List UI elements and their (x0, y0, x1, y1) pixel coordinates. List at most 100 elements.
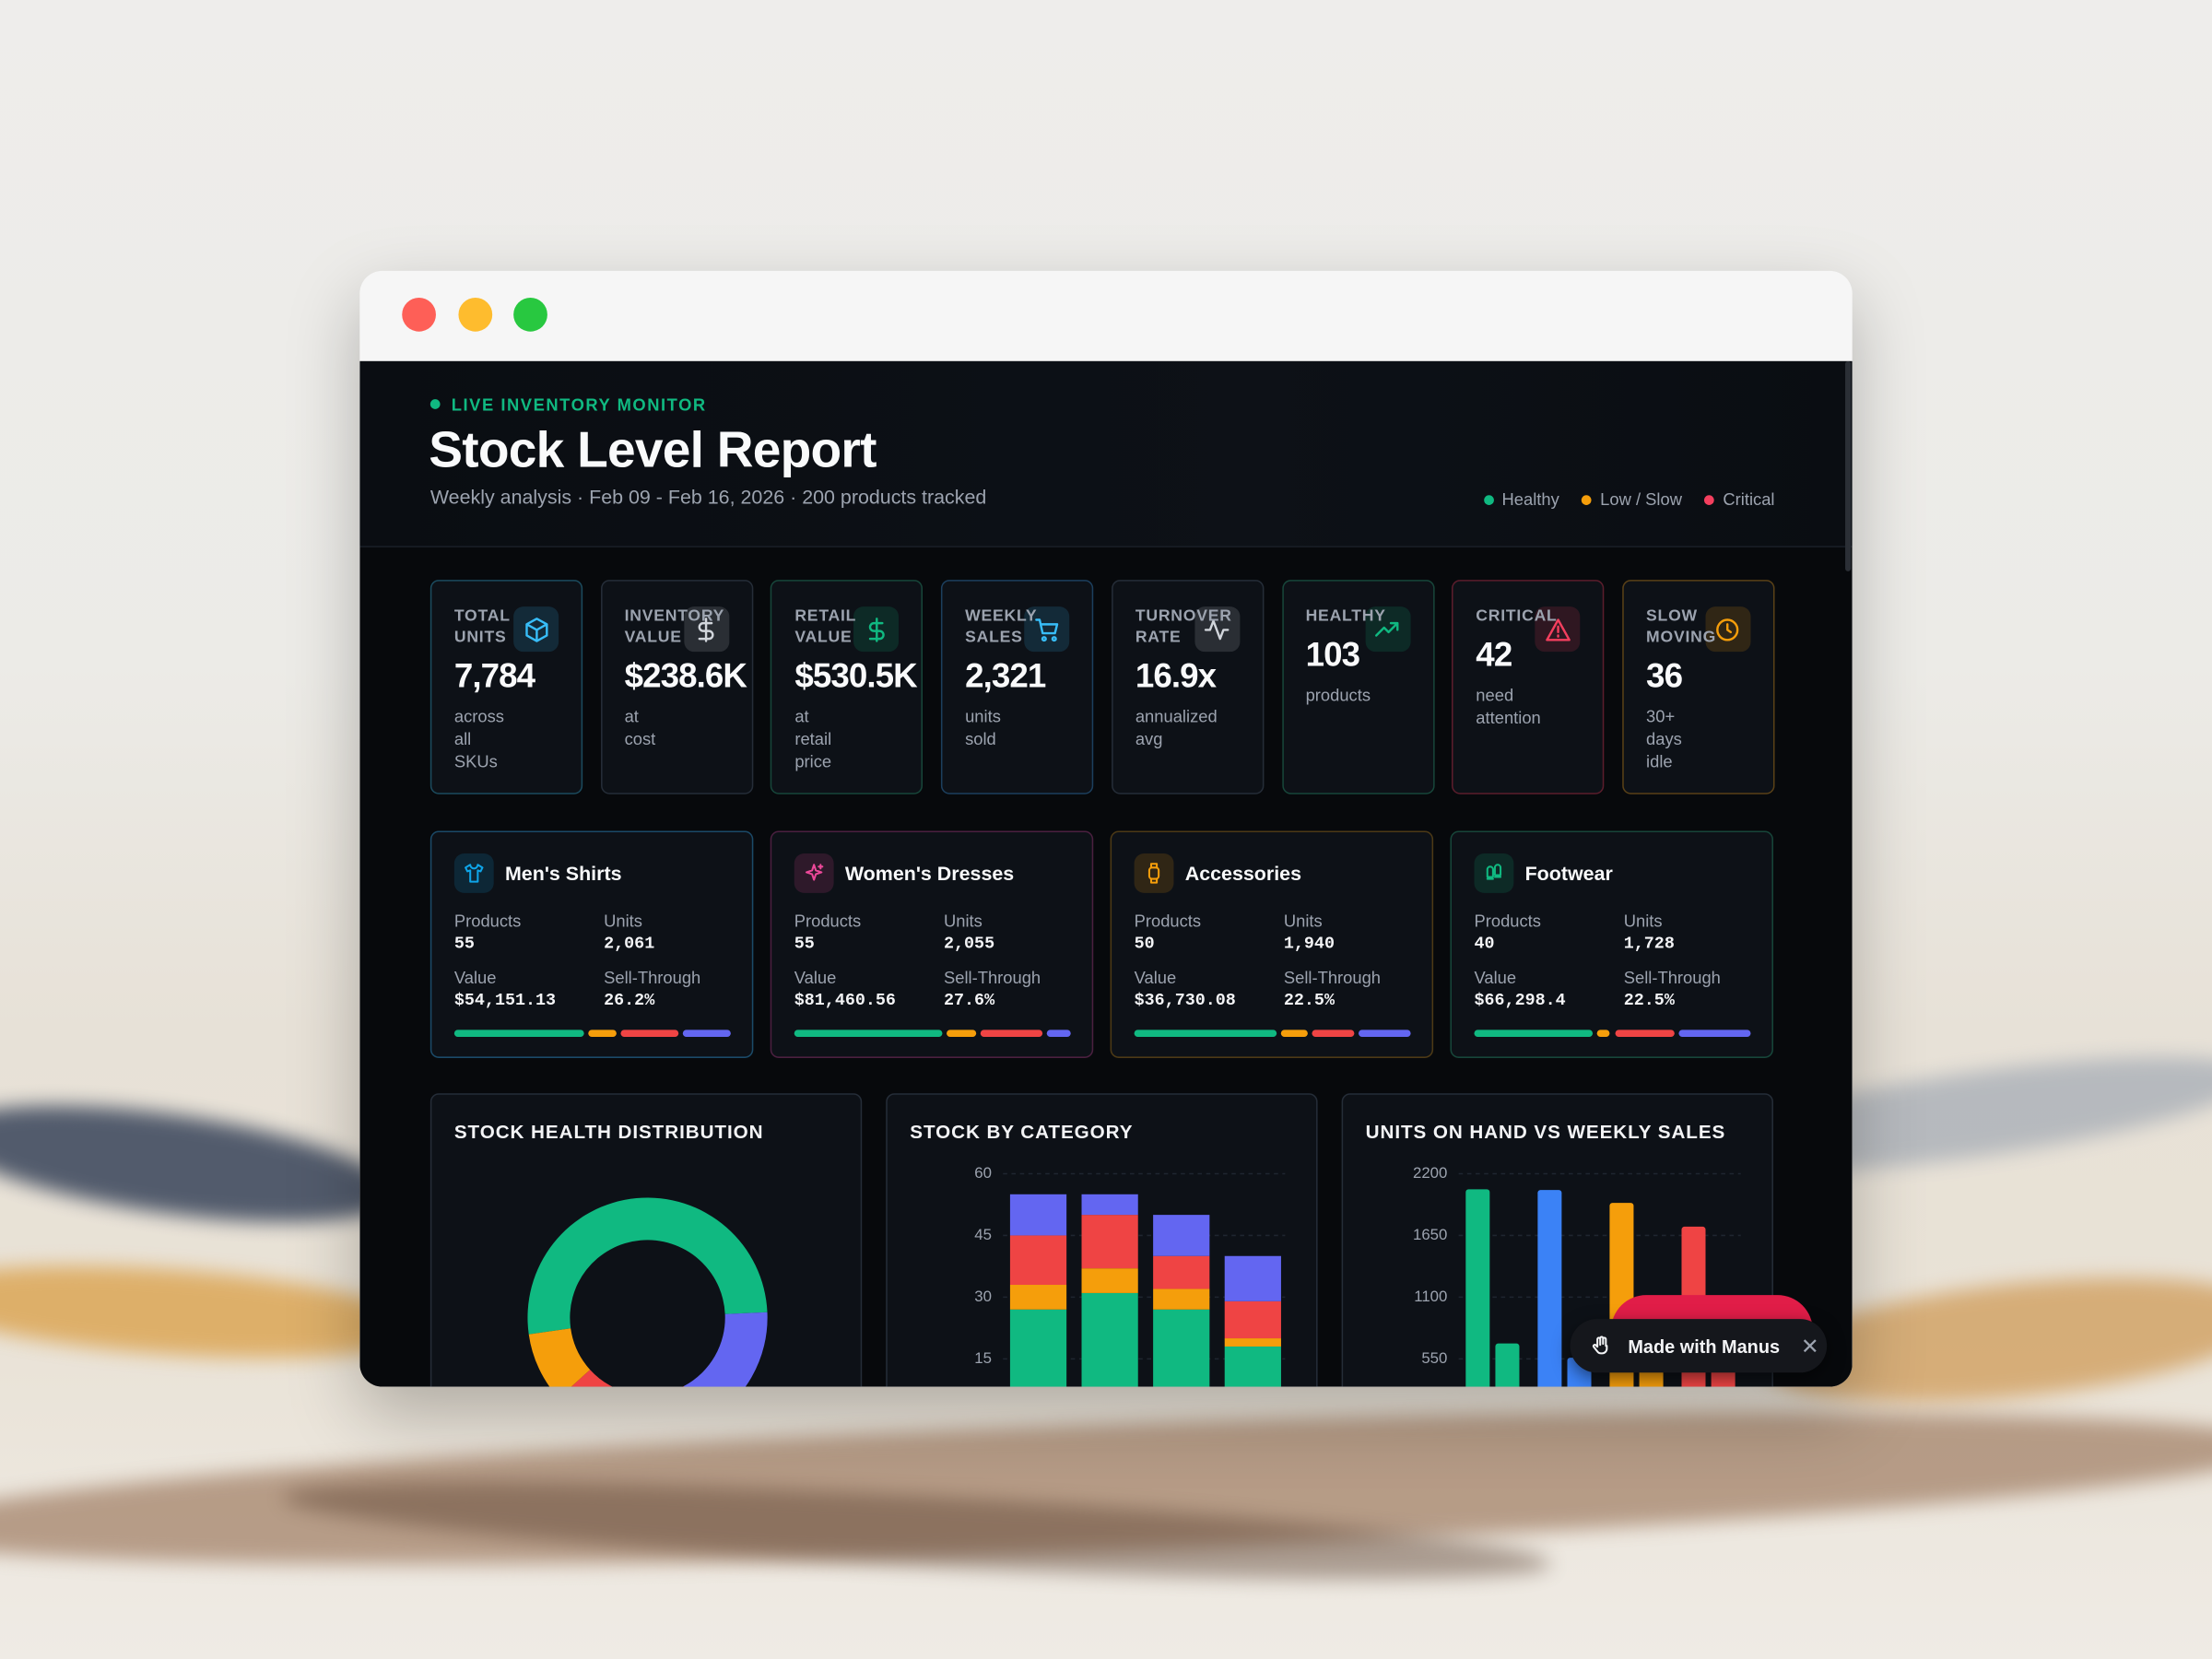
stat-value: 2,055 (943, 934, 995, 954)
stat-label: Value (1134, 967, 1177, 988)
bar-segment (1224, 1255, 1281, 1301)
stat-value: 22.5% (1623, 990, 1675, 1010)
kpi-card: TOTAL UNITS 7,784 across all SKUs (429, 580, 583, 794)
bar (1465, 1189, 1490, 1387)
stat-value: 22.5% (1283, 990, 1335, 1010)
paint-streak (0, 1083, 400, 1244)
stat-label: Products (1134, 911, 1202, 932)
icon (1205, 618, 1230, 640)
stat-value: 55 (794, 934, 815, 954)
icon-box (1134, 853, 1174, 893)
health-bar-segment (587, 1030, 618, 1037)
donut-segment (527, 1197, 768, 1335)
icon-shape (1205, 618, 1230, 640)
kpi-label: TOTAL UNITS (453, 607, 511, 647)
live-dot (429, 399, 441, 409)
badge-text: Made with Manus (1628, 1335, 1781, 1357)
minimize-button[interactable] (458, 297, 493, 332)
icon-shape (1051, 635, 1057, 641)
health-bar-segment (1474, 1030, 1594, 1037)
bar-segment (1081, 1194, 1138, 1216)
kpi-note: annualized avg (1135, 706, 1218, 749)
icon-shape (1375, 621, 1399, 636)
health-bar-segment (947, 1030, 976, 1037)
icon (698, 617, 714, 641)
stat-label: Sell-Through (1623, 967, 1721, 988)
y-tick-label: 15 (974, 1349, 992, 1367)
kpi-value: 2,321 (965, 657, 1046, 696)
bar (1537, 1190, 1562, 1387)
bar-segment (1153, 1309, 1210, 1387)
icon-box (853, 606, 900, 653)
legend-label: Critical (1723, 489, 1775, 510)
icon-shape (1147, 866, 1160, 880)
stat-value: 1,728 (1623, 934, 1675, 954)
maximize-button[interactable] (513, 297, 547, 332)
category-card: Footwear Products 40 Units 1,728 Value $66,298… (1450, 830, 1773, 1058)
icon-shape (1592, 1335, 1608, 1355)
icon-box (683, 606, 729, 653)
kpi-value: $238.6K (624, 657, 747, 696)
kpi-label: INVENTORY VALUE (624, 607, 724, 647)
kpi-card: RETAIL VALUE $530.5K at retail price (771, 580, 924, 794)
kpi-card: SLOW MOVING 36 30+ days idle (1622, 580, 1775, 794)
chart-title: STOCK BY CATEGORY (910, 1121, 1134, 1143)
made-with-badge[interactable]: Made with Manus (1570, 1319, 1828, 1373)
category-name: Men's Shirts (504, 862, 622, 885)
icon-box (453, 853, 494, 893)
health-bar-segment (1311, 1030, 1354, 1037)
bar-segment (1153, 1288, 1210, 1310)
icon-box (1024, 606, 1070, 653)
bar-segment (1081, 1215, 1138, 1269)
kpi-card: HEALTHY 103 products (1281, 580, 1434, 794)
donut-segment (571, 1370, 685, 1387)
icon-shape (1041, 635, 1047, 641)
icon-box (1535, 606, 1581, 653)
stat-value: $36,730.08 (1134, 990, 1236, 1010)
category-card: Women's Dresses Products 55 Units 2,055 Value… (770, 830, 1094, 1058)
badge-close[interactable] (1803, 1339, 1817, 1353)
chart (527, 1197, 768, 1387)
y-tick-label: 1100 (1414, 1288, 1447, 1305)
stat-label: Units (943, 911, 982, 932)
y-tick-label: 60 (974, 1164, 992, 1182)
kpi-value: 103 (1305, 636, 1360, 675)
legend-label: Low / Slow (1600, 489, 1682, 510)
kpi-card: WEEKLY SALES 2,321 units sold (941, 580, 1094, 794)
kpi-label: SLOW MOVING (1646, 607, 1717, 647)
stat-value: 26.2% (604, 990, 655, 1010)
close-button[interactable] (402, 297, 436, 332)
bar-segment (1224, 1300, 1281, 1339)
stat-label: Units (1623, 911, 1663, 932)
icon (805, 864, 824, 881)
icon-box (1474, 853, 1514, 893)
y-tick-label: 45 (974, 1226, 992, 1243)
kpi-label: HEALTHY (1305, 607, 1386, 626)
legend-item: Critical (1704, 489, 1775, 510)
icon-shape (805, 864, 824, 881)
kpi-card: CRITICAL 42 need attention (1452, 580, 1605, 794)
health-bar-segment (980, 1030, 1043, 1037)
scrollbar[interactable] (1845, 360, 1852, 571)
bar-segment (1009, 1194, 1067, 1236)
kpi-note: units sold (965, 706, 1001, 749)
stat-value: 2,061 (604, 934, 655, 954)
kpi-label: WEEKLY SALES (965, 607, 1038, 647)
icon-shape (1716, 618, 1739, 641)
bar-segment (1009, 1285, 1067, 1310)
stat-label: Sell-Through (943, 967, 1041, 988)
y-tick-label: 550 (1421, 1349, 1447, 1367)
kpi-note: products (1305, 685, 1371, 706)
legend-label: Healthy (1501, 489, 1559, 510)
bar-segment (1009, 1235, 1067, 1286)
category-card: Men's Shirts Products 55 Units 2,061 Value $54… (429, 830, 754, 1058)
bar-segment (1081, 1268, 1138, 1293)
health-bar-segment (794, 1030, 944, 1037)
stat-label: Products (794, 911, 862, 932)
icon-box (1364, 606, 1410, 653)
kpi-note: 30+ days idle (1646, 706, 1682, 772)
chart: 0550110016502200 (1413, 1164, 1741, 1387)
eyebrow: LIVE INVENTORY MONITOR (451, 394, 707, 415)
